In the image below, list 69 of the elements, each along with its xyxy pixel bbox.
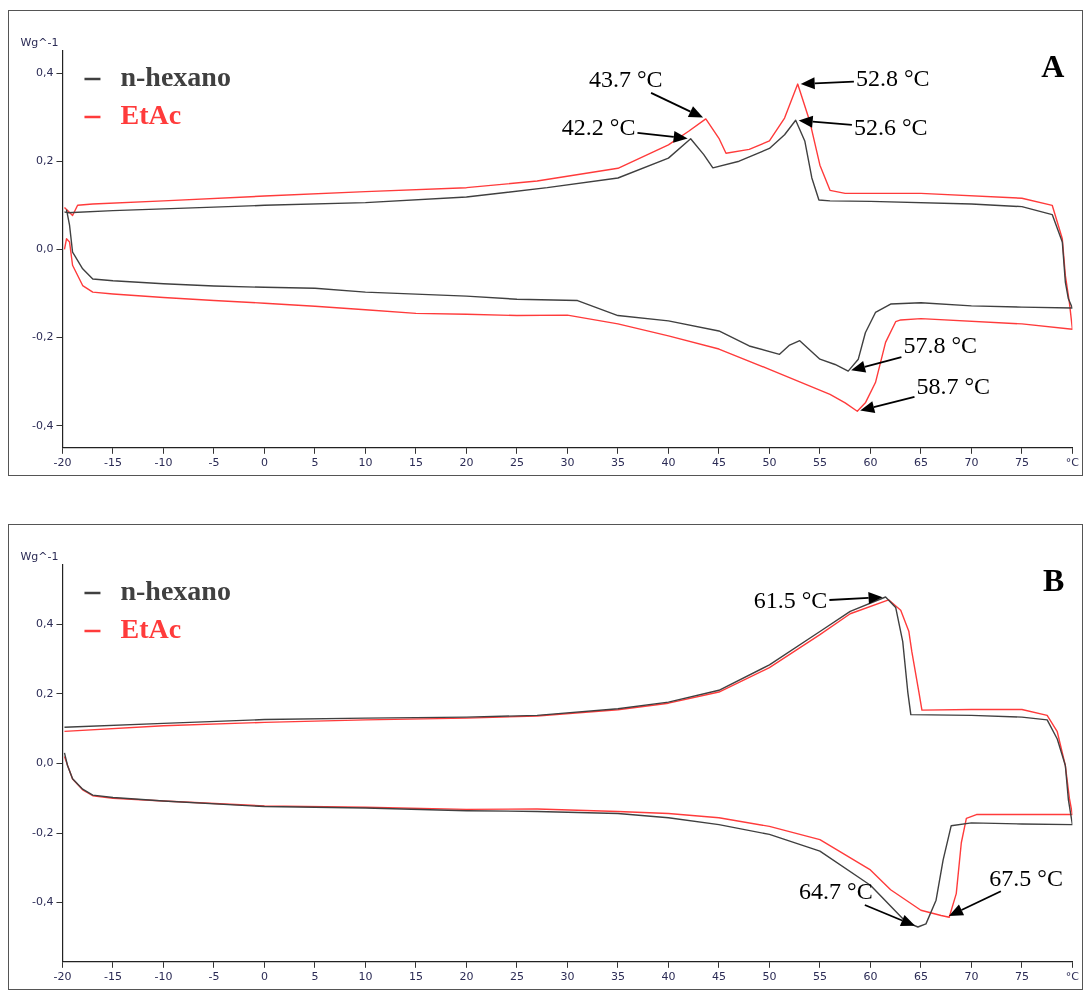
x-tick-label: -20 xyxy=(53,970,72,984)
x-tick-label: 30 xyxy=(560,970,575,984)
y-tick-label: -0,2 xyxy=(31,330,54,344)
x-tick-label: 60 xyxy=(863,456,878,470)
x-tick-label: 25 xyxy=(509,970,524,984)
x-tick-label: 15 xyxy=(408,970,423,984)
x-tick-label: -10 xyxy=(154,456,173,470)
y-axis-title: Wg^-1 xyxy=(20,36,59,50)
y-tick-label: -0,4 xyxy=(31,418,54,432)
x-tick-label: 0 xyxy=(260,970,268,984)
x-tick-label: -15 xyxy=(103,970,122,984)
x-tick-label: 20 xyxy=(459,970,474,984)
x-tick-label: 25 xyxy=(509,456,524,470)
y-tick-label: 0,2 xyxy=(35,154,54,168)
x-tick-label: 30 xyxy=(560,456,575,470)
x-tick-label: 0 xyxy=(260,456,268,470)
y-tick-label: 0,2 xyxy=(35,686,54,700)
x-tick-label: -10 xyxy=(154,970,173,984)
x-tick-label: °C xyxy=(1065,456,1080,470)
y-tick-label: -0,2 xyxy=(31,825,54,839)
annotation: 61.5 °C xyxy=(753,587,828,614)
x-tick-label: 60 xyxy=(863,970,878,984)
y-tick-label: 0,0 xyxy=(35,242,54,256)
x-tick-label: 65 xyxy=(913,970,928,984)
annotation: 42.2 °C xyxy=(561,114,636,141)
annotation: 52.8 °C xyxy=(855,65,930,92)
x-tick-label: 55 xyxy=(812,456,827,470)
y-axis-title: Wg^-1 xyxy=(20,550,59,564)
x-tick-label: 75 xyxy=(1014,970,1029,984)
x-tick-label: -5 xyxy=(208,970,220,984)
x-tick-label: 35 xyxy=(610,970,625,984)
x-tick-label: 40 xyxy=(661,456,676,470)
y-tick-label: 0,4 xyxy=(35,617,54,631)
legend-label: EtAc xyxy=(120,99,182,131)
legend-label: n-hexano xyxy=(120,575,231,607)
x-tick-label: 20 xyxy=(459,456,474,470)
annotation: 52.6 °C xyxy=(853,113,928,140)
x-tick-label: 45 xyxy=(711,456,726,470)
x-tick-label: 50 xyxy=(762,456,777,470)
legend-label: n-hexano xyxy=(120,61,231,93)
annotation: 67.5 °C xyxy=(989,864,1063,891)
x-tick-label: 55 xyxy=(812,970,827,984)
x-tick-label: 70 xyxy=(964,970,979,984)
chart-title: B xyxy=(1043,562,1065,599)
y-tick-label: 0,4 xyxy=(35,65,54,79)
x-tick-label: 5 xyxy=(311,456,319,470)
x-tick-label: °C xyxy=(1065,970,1080,984)
y-tick-label: -0,4 xyxy=(31,895,54,909)
x-tick-label: 50 xyxy=(762,970,777,984)
x-tick-label: 35 xyxy=(610,456,625,470)
x-tick-label: 65 xyxy=(913,456,928,470)
annotation: 43.7 °C xyxy=(588,66,663,93)
x-tick-label: -5 xyxy=(208,456,220,470)
x-tick-label: 70 xyxy=(964,456,979,470)
x-tick-label: 40 xyxy=(661,970,676,984)
x-tick-label: 10 xyxy=(358,456,373,470)
x-tick-label: 15 xyxy=(408,456,423,470)
annotation: 58.7 °C xyxy=(916,372,991,399)
x-tick-label: 45 xyxy=(711,970,726,984)
annotation: 64.7 °C xyxy=(799,878,873,905)
x-tick-label: 10 xyxy=(358,970,373,984)
y-tick-label: 0,0 xyxy=(35,756,54,770)
x-tick-label: 75 xyxy=(1014,456,1029,470)
x-tick-label: -20 xyxy=(53,456,72,470)
x-tick-label: -15 xyxy=(103,456,122,470)
legend-label: EtAc xyxy=(120,613,182,645)
annotation: 57.8 °C xyxy=(903,332,978,359)
x-tick-label: 5 xyxy=(311,970,319,984)
chart-title: A xyxy=(1041,48,1065,85)
